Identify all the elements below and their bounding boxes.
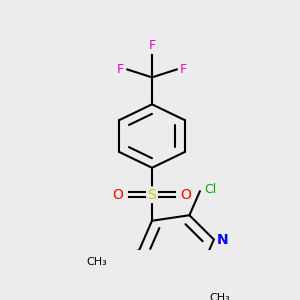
Text: F: F [180, 63, 187, 76]
Text: F: F [117, 63, 124, 76]
Text: F: F [148, 39, 156, 52]
Text: S: S [148, 188, 156, 202]
Text: Cl: Cl [204, 183, 216, 196]
Text: N: N [217, 232, 229, 247]
Text: CH₃: CH₃ [209, 293, 230, 300]
Text: O: O [112, 188, 123, 202]
Text: CH₃: CH₃ [86, 256, 107, 267]
Text: O: O [181, 188, 191, 202]
